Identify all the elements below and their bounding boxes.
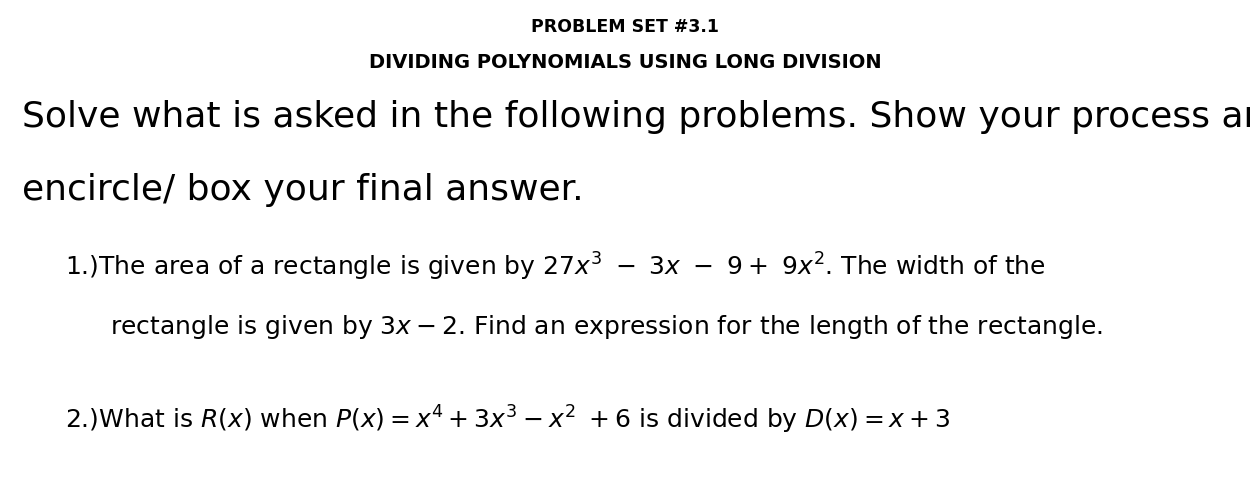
Text: DIVIDING POLYNOMIALS USING LONG DIVISION: DIVIDING POLYNOMIALS USING LONG DIVISION xyxy=(369,53,881,72)
Text: PROBLEM SET #3.1: PROBLEM SET #3.1 xyxy=(531,18,719,36)
Text: 2.)What is $R(x)$ when $P(x) = x^4 + 3x^3 - x^2\ + 6$ is divided by $D(x) = x + : 2.)What is $R(x)$ when $P(x) = x^4 + 3x^… xyxy=(65,403,950,435)
Text: encircle/ box your final answer.: encircle/ box your final answer. xyxy=(22,173,584,207)
Text: 1.)The area of a rectangle is given by $27x^3\ -\ 3x\ -\ 9+\ 9x^2$. The width of: 1.)The area of a rectangle is given by $… xyxy=(65,250,1046,283)
Text: Solve what is asked in the following problems. Show your process and: Solve what is asked in the following pro… xyxy=(22,100,1250,134)
Text: rectangle is given by $3x - 2$. Find an expression for the length of the rectang: rectangle is given by $3x - 2$. Find an … xyxy=(110,313,1102,341)
